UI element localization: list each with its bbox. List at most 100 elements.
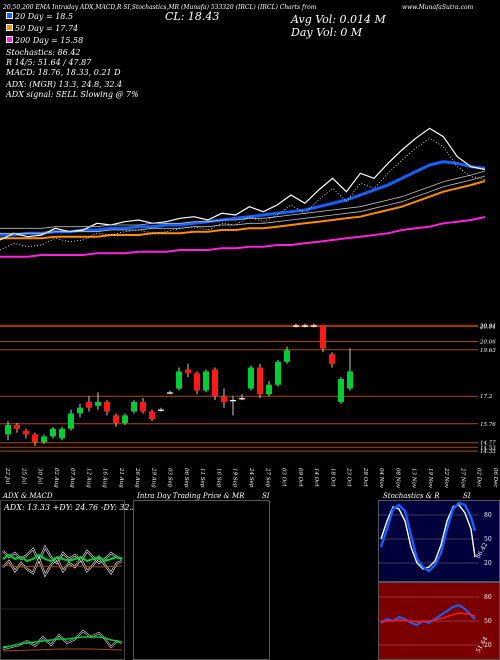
stochastics-panel: 80 50 20 86.42 xyxy=(378,500,500,582)
candle-body xyxy=(86,401,92,408)
legend-50day-label: 50 Day = 17.74 xyxy=(15,24,79,33)
candle-body xyxy=(59,428,65,439)
ema-price-chart xyxy=(0,127,486,258)
chart-header-line: 20,50,200 EMA Intraday ADX,MACD,R SI,Sto… xyxy=(3,4,317,11)
rsi-tick-20: 20 xyxy=(484,642,492,649)
stochastics-label: Stochastics: 86.42 xyxy=(6,48,81,57)
date-tick: 27 Nov xyxy=(459,467,465,489)
intraday-panel-title: Intra Day Trading Price & MR xyxy=(137,492,245,500)
date-tick: 24 Sep xyxy=(248,467,254,488)
candle-body xyxy=(32,434,38,443)
date-tick: 08 Nov xyxy=(394,468,400,489)
candle-body xyxy=(275,361,281,385)
candle-body xyxy=(212,369,218,397)
stoch-tick-50: 50 xyxy=(484,536,492,543)
candle-body xyxy=(167,392,173,394)
candle-body xyxy=(185,369,191,374)
candle-body xyxy=(131,401,137,412)
candle-body xyxy=(266,384,272,395)
stoch-tick-20: 20 xyxy=(484,560,492,567)
stoch-last-value: 86.42 xyxy=(475,541,490,560)
rsi-lines: 80 50 20 51.64 xyxy=(379,594,492,654)
level-label-8: 14.33 xyxy=(480,449,496,455)
candle-body xyxy=(239,398,245,400)
date-tick: 26 Aug xyxy=(134,467,140,488)
level-label-7: 14.53 xyxy=(480,445,496,451)
date-tick: 21 Aug xyxy=(118,467,124,488)
level-label-0: 20.91 xyxy=(479,323,496,329)
candle-body xyxy=(158,409,164,411)
date-tick: 12 Aug xyxy=(85,468,91,488)
adx-values: ADX: 13.33 +DY: 24.76 -DY: 32.38 xyxy=(4,503,143,512)
legend-20day-swatch xyxy=(6,12,13,19)
date-tick: 09 Oct xyxy=(297,468,303,487)
date-tick: 22 Jul xyxy=(4,467,10,484)
date-axis: 22 Jul 25 Jul 30 Jul 02 Aug 07 Aug 12 Aug 16 A… xyxy=(4,467,498,489)
candle-body xyxy=(329,354,335,364)
date-tick: 04 Nov xyxy=(378,468,384,489)
day-volume-label: Day Vol: 0 M xyxy=(291,26,363,39)
date-tick: 28 Oct xyxy=(362,467,368,487)
adx-macd-panel: ADX: 13.33 +DY: 24.76 -DY: 32.38 xyxy=(0,500,142,660)
candle-body xyxy=(140,401,146,412)
munafa-url[interactable]: www.MunafaSutra.com xyxy=(402,4,474,11)
si-panel-title-2: SI xyxy=(463,492,471,500)
level-label-2: 20.06 xyxy=(479,340,496,346)
legend-50day: 50 Day = 17.74 xyxy=(6,24,78,34)
dotted-band xyxy=(0,137,486,251)
level-label-3: 19.63 xyxy=(480,348,496,354)
series-200-day xyxy=(0,216,486,258)
stoch-panel-title: Stochastics & R xyxy=(383,492,440,500)
legend-200day-swatch xyxy=(6,36,13,43)
rsi-panel: 80 50 20 51.64 xyxy=(378,582,500,660)
candle-body xyxy=(5,424,11,435)
rsi-label: R 14/5: 51.64 / 47.87 xyxy=(6,58,92,67)
date-tick: 29 Aug xyxy=(150,467,156,488)
avg-volume-label: Avg Vol: 0.014 M xyxy=(291,13,386,26)
candle-body xyxy=(113,415,119,424)
legend-20day-label: 20 Day = 18.5 xyxy=(15,12,74,21)
series-price xyxy=(0,127,486,241)
rsi-tick-50: 50 xyxy=(484,618,492,625)
date-tick: 07 Aug xyxy=(69,468,75,488)
level-label-4: 17.2 xyxy=(480,394,493,400)
legend-20day: 20 Day = 18.5 xyxy=(6,12,73,22)
adx-signal-label: ADX signal: SELL Slowing @ 7% xyxy=(6,90,139,99)
candle-body xyxy=(176,371,182,389)
stoch-tick-80: 80 xyxy=(484,512,492,519)
candle-body xyxy=(77,407,83,414)
date-tick: 23 Oct xyxy=(346,467,352,487)
level-label-6: 14.77 xyxy=(480,441,496,447)
candle-body xyxy=(14,424,20,429)
date-tick: 02 Dec xyxy=(476,468,482,488)
date-tick: 06 Dec xyxy=(492,468,498,488)
candle-body xyxy=(302,325,308,327)
date-tick: 13 Nov xyxy=(411,468,417,489)
date-tick: 16 Sep xyxy=(215,468,221,488)
candle-body xyxy=(68,413,74,429)
date-tick: 30 Jul xyxy=(37,468,43,484)
candle-body xyxy=(293,325,299,327)
legend-50day-swatch xyxy=(6,24,13,31)
date-tick: 19 Sep xyxy=(232,468,238,488)
candle-body xyxy=(149,411,155,420)
candle-body xyxy=(338,379,344,402)
level-label-1: 20.84 xyxy=(479,325,496,331)
si-panel-title: SI xyxy=(262,492,270,500)
adx-label: ADX: (MGR) 13.3, 24.8, 32.4 xyxy=(6,80,123,89)
candle-body xyxy=(194,373,200,391)
close-price-label: CL: 18.43 xyxy=(165,10,220,23)
date-tick: 14 Oct xyxy=(313,468,319,487)
adx-panel-title: ADX & MACD xyxy=(3,492,53,500)
candle-body xyxy=(95,401,101,406)
candle-body xyxy=(104,401,110,412)
candle-body xyxy=(23,430,29,435)
date-tick: 03 Sep xyxy=(167,468,173,488)
candle-body xyxy=(311,325,317,327)
helper-line-1 xyxy=(0,170,486,229)
candle-body xyxy=(41,436,47,443)
date-tick: 03 Oct xyxy=(281,468,287,487)
legend-200day: 200 Day = 15.58 xyxy=(6,36,83,46)
date-tick: 19 Nov xyxy=(427,468,433,489)
adx-lines xyxy=(1,544,124,652)
